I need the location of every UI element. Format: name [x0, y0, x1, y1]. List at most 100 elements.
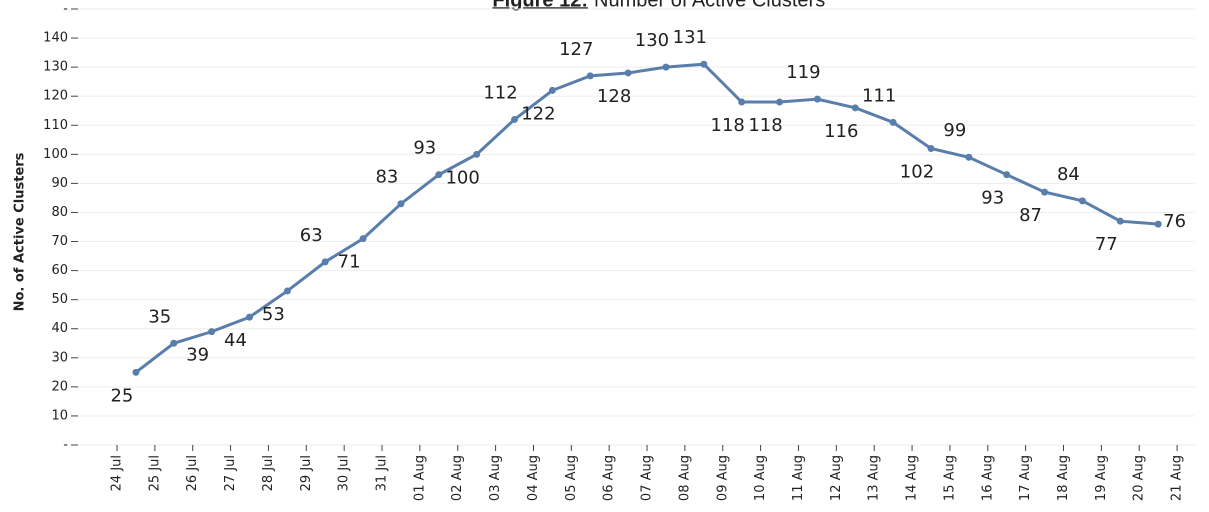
x-tick-label: 26 Jul: [185, 455, 200, 491]
data-point: [965, 153, 973, 161]
data-point: [662, 63, 670, 71]
data-point: [473, 150, 481, 158]
x-tick-label: 24 Jul: [110, 455, 125, 491]
x-tick-label: 11 Aug: [791, 455, 806, 501]
data-label: 87: [1019, 205, 1042, 226]
y-tick-label: 90: [51, 176, 68, 191]
y-tick-label: 140: [43, 31, 68, 46]
chart-title: Number of Active Clusters: [594, 0, 825, 11]
data-label: 118: [748, 115, 782, 136]
data-point: [738, 98, 746, 106]
y-tick-label: -: [63, 2, 68, 17]
x-tick-label: 19 Aug: [1094, 455, 1109, 501]
data-point: [927, 145, 935, 153]
x-tick-label: 29 Jul: [299, 455, 314, 491]
data-point: [321, 258, 329, 266]
data-point: [1003, 171, 1011, 179]
data-label: 93: [981, 188, 1004, 209]
x-tick-label: 05 Aug: [564, 455, 579, 501]
x-tick-label: 18 Aug: [1056, 455, 1071, 501]
y-tick-label: 130: [43, 60, 68, 75]
data-point: [548, 86, 556, 94]
x-tick-label: 28 Jul: [261, 455, 276, 491]
x-tick-label: 10 Aug: [753, 455, 768, 501]
data-point: [359, 235, 367, 243]
x-tick-label: 04 Aug: [526, 455, 541, 501]
x-tick-label: 16 Aug: [980, 455, 995, 501]
data-point: [624, 69, 632, 77]
x-tick-label: 03 Aug: [488, 455, 503, 501]
data-point: [1041, 188, 1049, 196]
x-tick-label: 27 Jul: [223, 455, 238, 491]
data-point: [170, 339, 178, 347]
y-tick-label: 20: [51, 379, 68, 394]
data-label: 131: [673, 27, 707, 48]
y-tick-label: 110: [43, 118, 68, 133]
data-label: 119: [786, 62, 820, 83]
x-tick-label: 15 Aug: [942, 455, 957, 501]
y-tick-label: 60: [51, 263, 68, 278]
x-tick-label: 20 Aug: [1132, 455, 1147, 501]
data-label: 118: [711, 115, 745, 136]
data-label: 53: [262, 304, 285, 325]
chart-title-prefix: Figure 12:: [492, 0, 588, 11]
x-tick-label: 30 Jul: [337, 455, 352, 491]
y-axis-label: No. of Active Clusters: [13, 152, 28, 311]
data-label: 127: [559, 39, 593, 60]
data-label: 83: [375, 167, 398, 188]
y-tick-label: 30: [51, 350, 68, 365]
data-label: 100: [445, 167, 479, 188]
data-point: [700, 60, 708, 68]
y-tick-label: -: [63, 438, 68, 453]
data-label: 128: [597, 86, 631, 107]
data-label: 77: [1095, 234, 1118, 255]
x-tick-label: 02 Aug: [450, 455, 465, 501]
data-label: 130: [635, 30, 669, 51]
y-tick-label: 80: [51, 205, 68, 220]
data-label: 93: [413, 138, 436, 159]
data-label: 99: [943, 120, 966, 141]
data-point: [435, 171, 443, 179]
y-tick-label: 50: [51, 292, 68, 307]
data-label: 116: [824, 121, 858, 142]
data-label: 102: [900, 162, 934, 183]
data-point: [889, 118, 897, 126]
data-label: 25: [110, 385, 133, 406]
data-point: [1078, 197, 1086, 205]
y-tick-label: 40: [51, 321, 68, 336]
y-tick-label: 120: [43, 89, 68, 104]
x-tick-label: 08 Aug: [677, 455, 692, 501]
data-label: 76: [1163, 211, 1186, 232]
data-point: [397, 200, 405, 208]
data-line: [135, 62, 1159, 374]
x-tick-label: 06 Aug: [602, 455, 617, 501]
data-point: [586, 72, 594, 80]
data-point: [813, 95, 821, 103]
y-tick-label: 100: [43, 147, 68, 162]
x-tick-label: 25 Jul: [147, 455, 162, 491]
data-label: 111: [862, 85, 896, 106]
x-tick-label: 01 Aug: [412, 455, 427, 501]
data-label: 44: [224, 330, 247, 351]
data-label: 112: [483, 82, 517, 103]
data-label: 35: [148, 306, 171, 327]
x-tick-label: 17 Aug: [1018, 455, 1033, 501]
x-tick-label: 21 Aug: [1170, 455, 1185, 501]
data-label: 84: [1057, 164, 1080, 185]
x-tick-label: 31 Jul: [375, 455, 390, 491]
x-tick-label: 13 Aug: [867, 455, 882, 501]
data-label: 122: [521, 103, 555, 124]
data-point: [1116, 217, 1124, 225]
x-tick-label: 12 Aug: [829, 455, 844, 501]
y-tick-label: 70: [51, 234, 68, 249]
x-tick-label: 09 Aug: [715, 455, 730, 501]
data-point: [1154, 220, 1162, 228]
data-point: [283, 287, 291, 295]
data-point: [851, 104, 859, 112]
x-tick-label: 14 Aug: [905, 455, 920, 501]
data-point: [246, 313, 254, 321]
data-point: [132, 368, 140, 376]
data-point: [208, 328, 216, 336]
x-tick-label: 07 Aug: [640, 455, 655, 501]
data-label: 63: [300, 225, 323, 246]
